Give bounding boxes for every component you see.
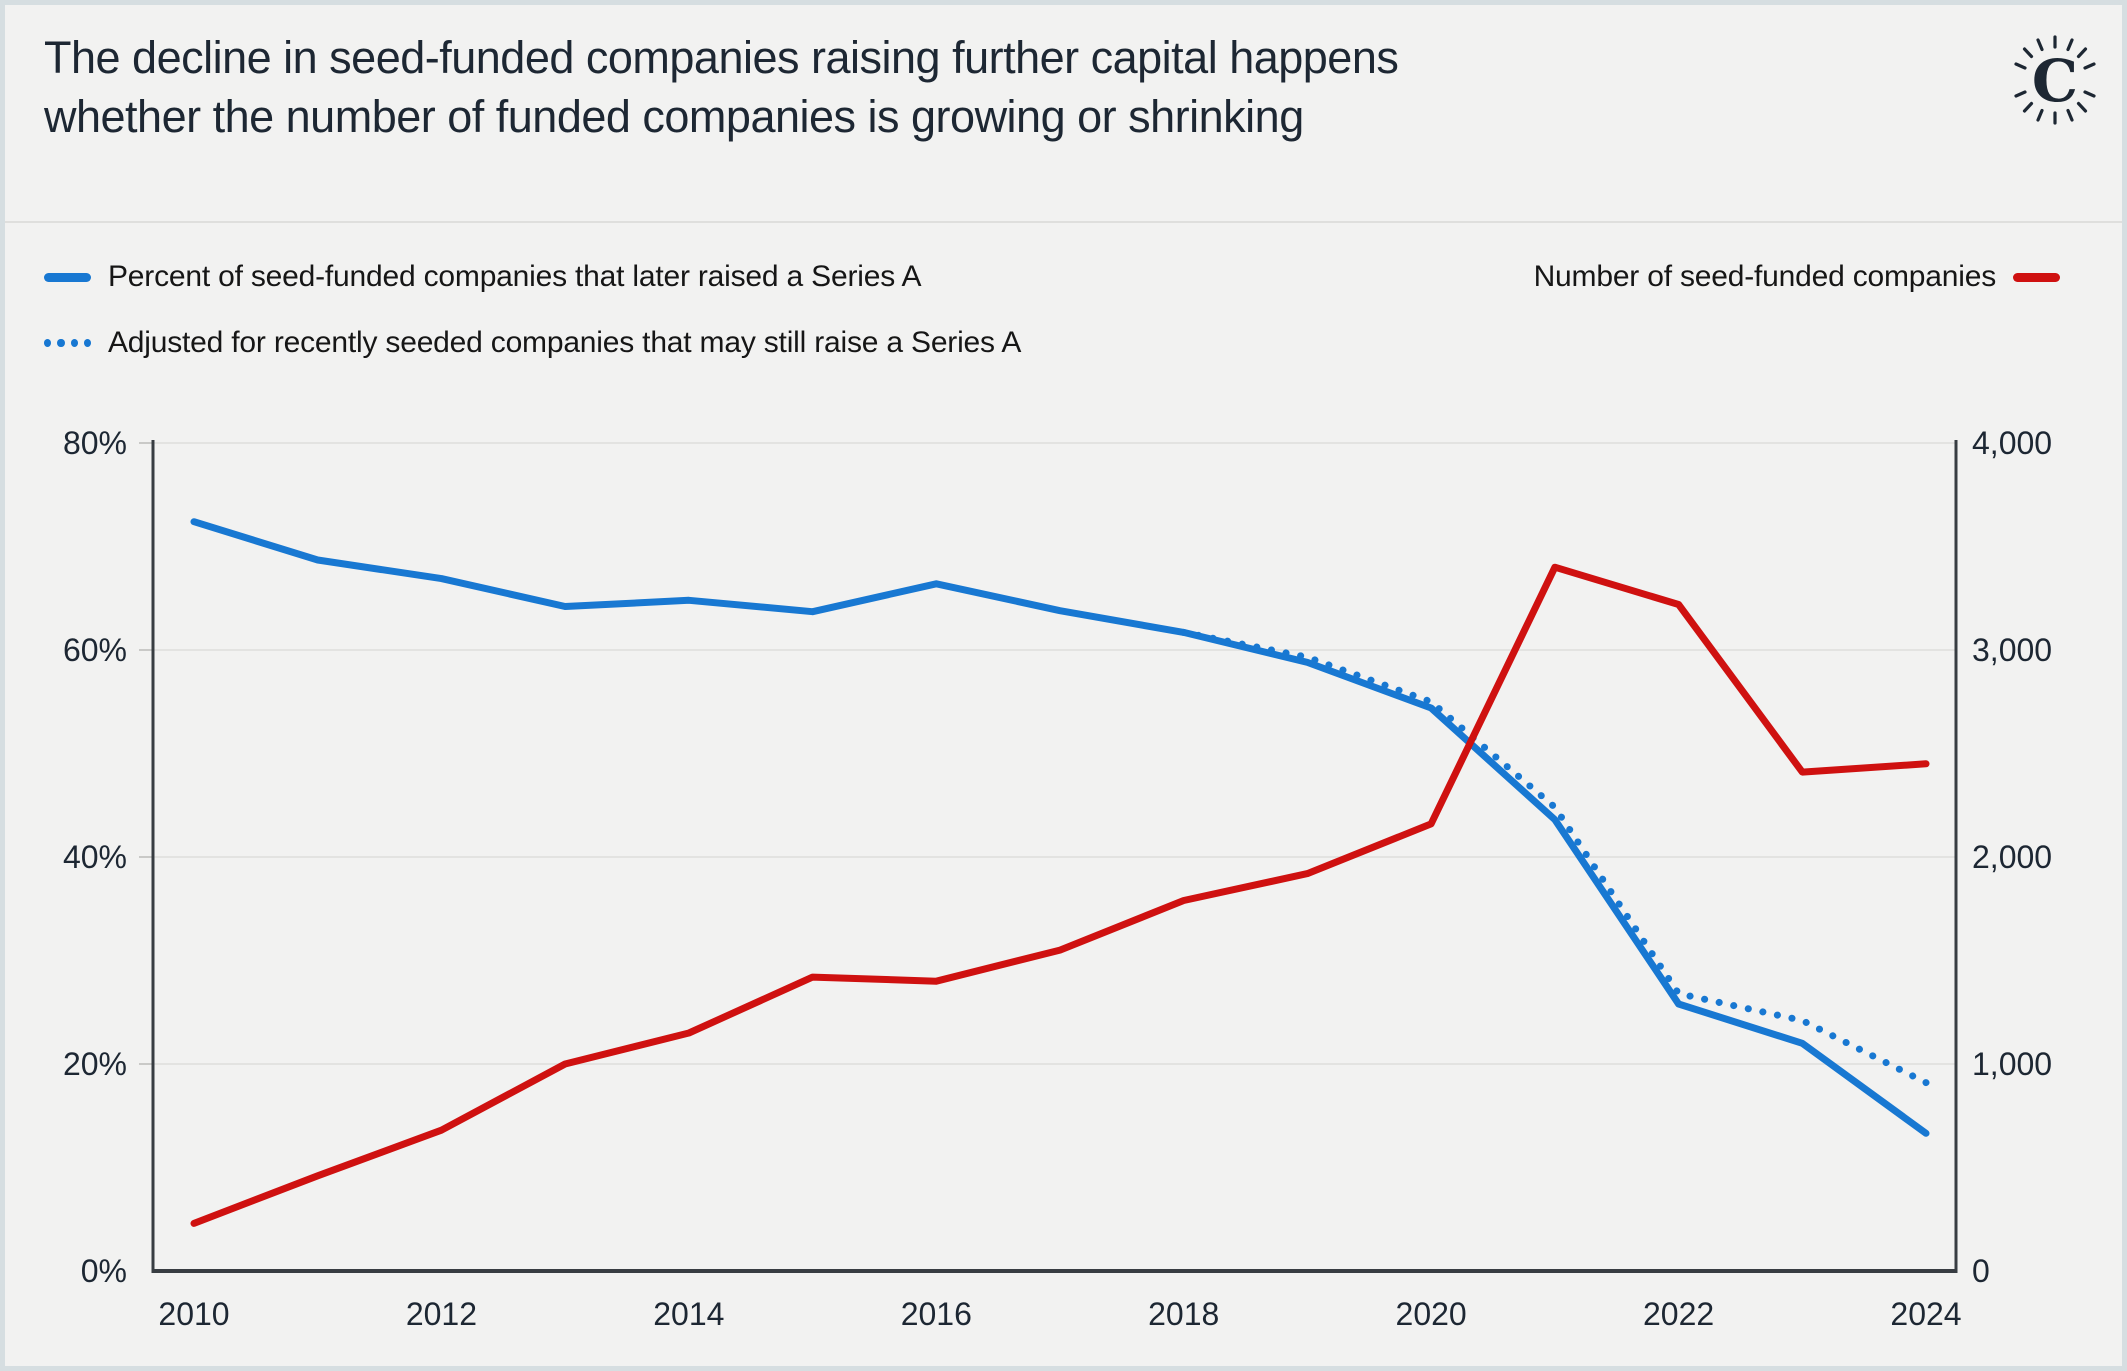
y-axis-right-tick-label: 0	[1972, 1253, 1990, 1289]
x-axis-tick-label: 2016	[901, 1296, 972, 1332]
legend-item-percent-series-a: Percent of seed-funded companies that la…	[44, 260, 921, 294]
blue-line-swatch-icon	[44, 272, 91, 282]
x-axis-tick-label: 2024	[1890, 1296, 1961, 1332]
y-axis-left-tick-label: 20%	[63, 1046, 127, 1082]
logo-letter: C	[2032, 47, 2078, 115]
y-axis-left-tick-label: 80%	[63, 425, 127, 461]
chart-canvas: 0% 20% 40% 60% 80% 0 1,000 2,000 3,000 4,000 2010 2…	[63, 425, 2052, 1332]
carta-logo: C	[2010, 35, 2100, 125]
x-axis-tick-label: 2018	[1148, 1296, 1219, 1332]
page-title: The decline in seed-funded companies rai…	[44, 29, 1399, 146]
legend-item-number-companies: Number of seed-funded companies	[1534, 260, 2060, 294]
legend-label: Number of seed-funded companies	[1533, 260, 1997, 293]
line-chart: 0% 20% 40% 60% 80% 0 1,000 2,000 3,000 4,000 2010 2…	[5, 5, 2122, 1366]
legend-label: Adjusted for recently seeded companies t…	[108, 326, 1022, 359]
y-axis-left-tick-label: 0%	[81, 1253, 127, 1289]
legend-label: Percent of seed-funded companies that la…	[108, 260, 922, 293]
y-axis-right-tick-label: 4,000	[1972, 425, 2052, 461]
x-axis-tick-label: 2014	[653, 1296, 724, 1332]
legend-item-adjusted: Adjusted for recently seeded companies t…	[44, 326, 1021, 360]
series-line-left	[190, 518, 1930, 1137]
x-axis-tick-label: 2012	[406, 1296, 477, 1332]
y-axis-right-tick-label: 2,000	[1972, 839, 2052, 875]
y-axis-left-tick-label: 40%	[63, 839, 127, 875]
blue-dotted-swatch-icon	[44, 339, 91, 347]
header-divider	[5, 221, 2122, 223]
series-line-dotted	[1180, 628, 1930, 1087]
y-axis-left-tick-label: 60%	[63, 632, 127, 668]
title-line-1: The decline in seed-funded companies rai…	[44, 32, 1399, 83]
title-line-2: whether the number of funded companies i…	[44, 90, 1304, 142]
y-axis-right-tick-label: 1,000	[1972, 1046, 2052, 1082]
x-axis-tick-label: 2022	[1643, 1296, 1714, 1332]
sun-c-logo-icon: C	[2014, 35, 2096, 125]
series-line-right	[190, 563, 1930, 1227]
y-axis-right-tick-label: 3,000	[1972, 632, 2052, 668]
red-line-swatch-icon	[2013, 272, 2060, 282]
x-axis-tick-label: 2010	[158, 1296, 229, 1332]
x-axis-tick-label: 2020	[1396, 1296, 1467, 1332]
